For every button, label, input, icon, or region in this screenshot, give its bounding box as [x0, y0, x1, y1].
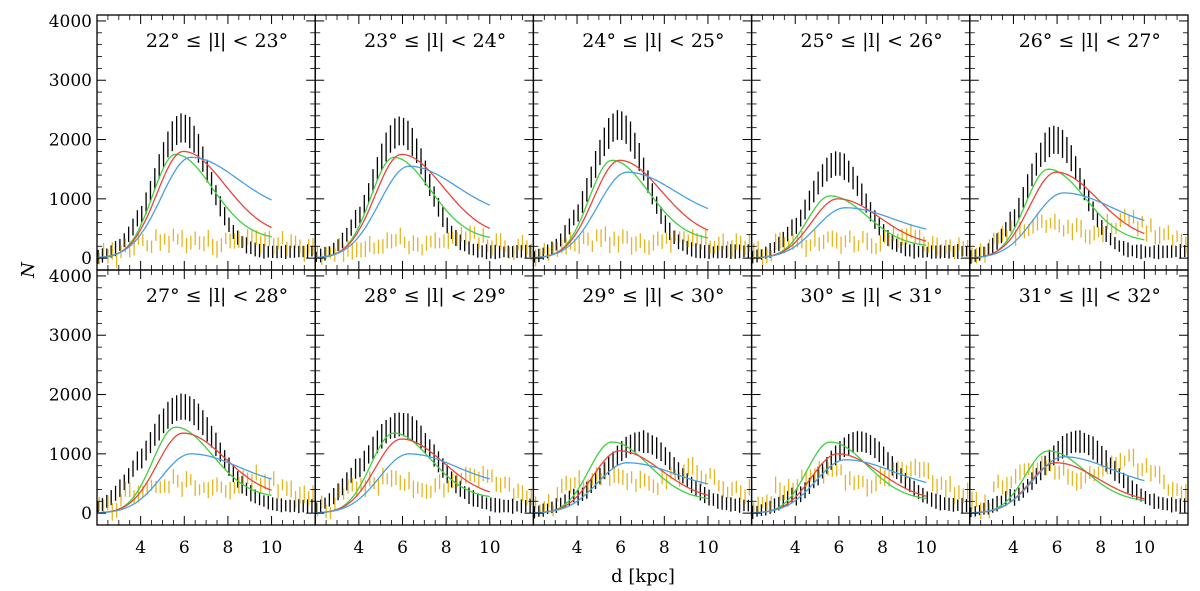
model-curve-blue: [751, 459, 927, 514]
panel-plot-area: [751, 151, 969, 267]
x-tick-label: 10: [1134, 538, 1156, 558]
panel-grid: 0 1000 2000 3000 4000 22° ≤ |l| < 23° 23° ≤ |l…: [49, 12, 1189, 558]
model-curve-blue: [969, 456, 1145, 514]
panel-plot-area: [315, 412, 532, 519]
model-curve-green: [533, 441, 709, 514]
model-curve-blue: [97, 156, 272, 259]
panel-9: 4 6 8 10 30° ≤ |l| < 31°: [750, 269, 971, 558]
x-tick-label: 6: [615, 538, 626, 558]
panel-plot-area: [969, 430, 1187, 520]
x-tick-label: 4: [353, 538, 364, 558]
panel-title: 24° ≤ |l| < 25°: [582, 30, 724, 52]
panel-frame: [750, 14, 971, 271]
model-curve-red: [97, 150, 272, 259]
model-curve-green: [969, 450, 1145, 514]
x-tick-label: 6: [833, 538, 844, 558]
x-tick-label: 8: [441, 538, 452, 558]
panel-3: 24° ≤ |l| < 25°: [532, 14, 753, 271]
x-tick-label: 4: [790, 538, 801, 558]
y-tick-label: 1000: [49, 445, 92, 465]
panel-title: 29° ≤ |l| < 30°: [582, 285, 724, 307]
x-tick-label: 4: [1008, 538, 1019, 558]
panel-title: 27° ≤ |l| < 28°: [146, 285, 288, 307]
y-tick-label: 4000: [49, 267, 92, 287]
model-curve-green: [315, 156, 490, 259]
panel-title: 30° ≤ |l| < 31°: [800, 285, 942, 307]
y-tick-label: 3000: [49, 326, 92, 346]
x-tick-label: 10: [915, 538, 937, 558]
y-tick-label: 2000: [49, 131, 92, 151]
panel-10: 4 6 8 10 31° ≤ |l| < 32°: [969, 269, 1189, 558]
panel-title: 25° ≤ |l| < 26°: [800, 30, 942, 52]
panel-plot-area: [533, 430, 751, 519]
panel-frame: [314, 14, 535, 271]
x-tick-label: 6: [397, 538, 408, 558]
x-tick-label: 8: [1095, 538, 1106, 558]
model-curve-red: [315, 153, 491, 259]
panel-title: 26° ≤ |l| < 27°: [1019, 30, 1161, 52]
model-curve-blue: [969, 192, 1145, 259]
x-tick-label: 10: [261, 538, 283, 558]
panel-plot-area: [969, 125, 1187, 264]
model-curve-blue: [315, 453, 490, 514]
panel-plot-area: [97, 113, 314, 269]
panel-1: 0 1000 2000 3000 4000 22° ≤ |l| < 23°: [49, 12, 316, 271]
model-curve-blue: [533, 171, 709, 259]
y-tick-label: 0: [81, 249, 92, 269]
y-tick-label: 3000: [49, 71, 92, 91]
panel-plot-area: [751, 431, 969, 519]
model-curve-red: [97, 432, 272, 514]
y-tick-label: 2000: [49, 386, 92, 406]
y-axis-label: N: [18, 261, 39, 279]
x-tick-label: 4: [135, 538, 146, 558]
model-curve-red: [751, 198, 927, 259]
x-axis-label: d [kpc]: [611, 566, 675, 587]
panel-plot-area: [315, 116, 532, 265]
y-tick-label: 4000: [49, 12, 92, 32]
model-curve-green: [315, 432, 490, 514]
x-tick-label: 6: [179, 538, 190, 558]
y-tick-label: 0: [81, 504, 92, 524]
panel-6: 0 1000 2000 3000 4000 4 6 8 10 27° ≤ |l| < 28°: [49, 267, 316, 558]
panel-5: 26° ≤ |l| < 27°: [969, 14, 1189, 271]
panel-title: 22° ≤ |l| < 23°: [146, 30, 288, 52]
panel-title: 23° ≤ |l| < 24°: [364, 30, 506, 52]
model-curve-red: [533, 450, 709, 514]
model-curve-blue: [97, 453, 272, 514]
x-tick-label: 8: [223, 538, 234, 558]
model-curve-red: [969, 171, 1145, 259]
panel-title: 31° ≤ |l| < 32°: [1019, 285, 1161, 307]
x-tick-label: 8: [659, 538, 670, 558]
panel-plot-area: [97, 393, 314, 521]
panel-4: 25° ≤ |l| < 26°: [750, 14, 971, 271]
y-tick-label: 1000: [49, 190, 92, 210]
panel-plot-area: [533, 110, 751, 267]
model-curve-blue: [751, 207, 927, 259]
model-curve-blue: [315, 165, 491, 259]
model-curve-green: [751, 441, 927, 514]
model-curve-red: [315, 438, 490, 514]
panel-8: 4 6 8 10 29° ≤ |l| < 30°: [532, 269, 753, 558]
model-curve-red: [969, 462, 1145, 514]
x-tick-label: 10: [479, 538, 501, 558]
model-curve-green: [97, 426, 272, 514]
model-curve-red: [533, 159, 709, 259]
model-curve-green: [751, 195, 927, 259]
panel-2: 23° ≤ |l| < 24°: [314, 14, 535, 271]
panel-frame: [532, 14, 753, 271]
x-tick-label: 8: [877, 538, 888, 558]
model-curve-blue: [533, 462, 709, 514]
panel-title: 28° ≤ |l| < 29°: [364, 285, 506, 307]
x-tick-label: 10: [697, 538, 719, 558]
model-curve-red: [751, 453, 927, 514]
model-curve-green: [97, 153, 272, 259]
panel-7: 4 6 8 10 28° ≤ |l| < 29°: [314, 269, 535, 558]
x-tick-label: 4: [572, 538, 583, 558]
model-curve-green: [969, 168, 1145, 259]
x-tick-label: 6: [1052, 538, 1063, 558]
